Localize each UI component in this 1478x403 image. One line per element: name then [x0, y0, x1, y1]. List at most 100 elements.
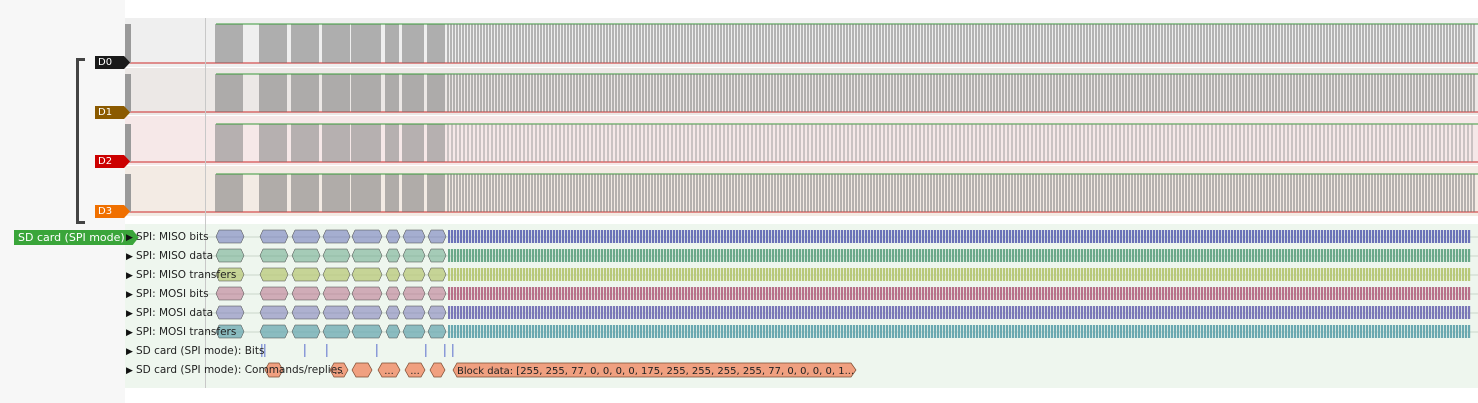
- decoder-annotation[interactable]: [508, 268, 511, 281]
- decoder-annotation[interactable]: [763, 268, 766, 281]
- decoder-annotation[interactable]: [793, 230, 796, 243]
- decoder-annotation[interactable]: [577, 306, 580, 319]
- decoder-annotation[interactable]: [1378, 249, 1381, 262]
- decoder-annotation[interactable]: [1129, 325, 1132, 338]
- decoder-annotation[interactable]: [991, 306, 994, 319]
- row-sd-bits[interactable]: ▶ SD card (SPI mode): Bits: [126, 344, 264, 358]
- decoder-annotation[interactable]: [1294, 249, 1297, 262]
- decoder-annotation[interactable]: [937, 287, 940, 300]
- decoder-annotation[interactable]: [1234, 325, 1237, 338]
- decoder-annotation[interactable]: [1282, 249, 1285, 262]
- decoder-annotation[interactable]: [847, 249, 850, 262]
- decoder-annotation[interactable]: [919, 325, 922, 338]
- decoder-annotation[interactable]: [889, 325, 892, 338]
- decoder-annotation[interactable]: [535, 230, 538, 243]
- decoder-annotation[interactable]: [784, 306, 787, 319]
- decoder-annotation[interactable]: [1030, 268, 1033, 281]
- decoder-annotation[interactable]: [1384, 249, 1387, 262]
- decoder-annotation[interactable]: [1354, 306, 1357, 319]
- decoder-annotation[interactable]: [751, 249, 754, 262]
- decoder-annotation[interactable]: [736, 230, 739, 243]
- decoder-annotation[interactable]: [351, 286, 383, 301]
- decoder-annotation[interactable]: [1432, 325, 1435, 338]
- decoder-annotation[interactable]: [544, 230, 547, 243]
- decoder-annotation[interactable]: [1216, 287, 1219, 300]
- decoder-annotation[interactable]: [1285, 268, 1288, 281]
- decoder-annotation[interactable]: [472, 306, 475, 319]
- decoder-annotation[interactable]: [1090, 268, 1093, 281]
- decoder-annotation[interactable]: [1426, 249, 1429, 262]
- decoder-annotation[interactable]: [457, 249, 460, 262]
- decoder-annotation[interactable]: [1114, 249, 1117, 262]
- decoder-annotation[interactable]: [1258, 287, 1261, 300]
- decoder-annotation[interactable]: [1258, 325, 1261, 338]
- decoder-annotation[interactable]: [1225, 230, 1228, 243]
- decoder-annotation[interactable]: [1393, 230, 1396, 243]
- decoder-annotation[interactable]: [862, 268, 865, 281]
- decoder-annotation[interactable]: [766, 325, 769, 338]
- decoder-annotation[interactable]: [907, 230, 910, 243]
- decoder-annotation[interactable]: [1441, 249, 1444, 262]
- decoder-annotation[interactable]: [1453, 325, 1456, 338]
- decoder-annotation[interactable]: [613, 249, 616, 262]
- decoder-annotation[interactable]: [1321, 230, 1324, 243]
- decoder-annotation[interactable]: [853, 287, 856, 300]
- decoder-annotation[interactable]: [1147, 287, 1150, 300]
- decoder-annotation[interactable]: [838, 230, 841, 243]
- decoder-annotation[interactable]: [322, 305, 351, 320]
- decoder-annotation[interactable]: [664, 268, 667, 281]
- decoder-annotation[interactable]: [997, 287, 1000, 300]
- decoder-annotation[interactable]: [1342, 230, 1345, 243]
- decoder-annotation[interactable]: [931, 230, 934, 243]
- decoder-annotation[interactable]: [679, 306, 682, 319]
- decoder-annotation[interactable]: [949, 249, 952, 262]
- decoder-annotation[interactable]: [1048, 287, 1051, 300]
- decoder-annotation[interactable]: [580, 306, 583, 319]
- decoder-annotation[interactable]: [655, 268, 658, 281]
- decoder-annotation[interactable]: [598, 306, 601, 319]
- decoder-annotation[interactable]: [1156, 249, 1159, 262]
- decoder-annotation[interactable]: [1231, 287, 1234, 300]
- decoder-annotation[interactable]: [1018, 268, 1021, 281]
- decoder-annotation[interactable]: [1255, 287, 1258, 300]
- decoder-annotation[interactable]: [1177, 287, 1180, 300]
- decoder-annotation[interactable]: [913, 230, 916, 243]
- decoder-annotation[interactable]: [928, 287, 931, 300]
- decoder-annotation[interactable]: [964, 287, 967, 300]
- decoder-annotation[interactable]: [1396, 287, 1399, 300]
- decoder-annotation[interactable]: [913, 268, 916, 281]
- decoder-annotation[interactable]: [1168, 230, 1171, 243]
- decoder-annotation[interactable]: [985, 306, 988, 319]
- decoder-annotation[interactable]: [1393, 306, 1396, 319]
- decoder-annotation[interactable]: [1036, 268, 1039, 281]
- decoder-annotation[interactable]: [1135, 287, 1138, 300]
- decoder-annotation[interactable]: [1327, 230, 1330, 243]
- decoder-annotation[interactable]: [487, 287, 490, 300]
- decoder-annotation[interactable]: [901, 287, 904, 300]
- decoder-annotation[interactable]: [649, 325, 652, 338]
- decoder-annotation[interactable]: [1099, 230, 1102, 243]
- decoder-annotation[interactable]: [610, 230, 613, 243]
- decoder-annotation[interactable]: [1327, 287, 1330, 300]
- decoder-annotation[interactable]: [1120, 287, 1123, 300]
- decoder-annotation[interactable]: [1054, 249, 1057, 262]
- decoder-annotation[interactable]: [1357, 306, 1360, 319]
- decoder-annotation[interactable]: [937, 325, 940, 338]
- decoder-annotation[interactable]: [1414, 287, 1417, 300]
- decoder-annotation[interactable]: [1465, 287, 1468, 300]
- decoder-annotation[interactable]: [775, 325, 778, 338]
- decoder-annotation[interactable]: [808, 230, 811, 243]
- decoder-annotation[interactable]: [1291, 230, 1294, 243]
- decoder-annotation[interactable]: [1450, 306, 1453, 319]
- decoder-annotation[interactable]: [1297, 249, 1300, 262]
- decoder-annotation[interactable]: [1387, 287, 1390, 300]
- decoder-annotation[interactable]: [634, 268, 637, 281]
- decoder-annotation[interactable]: [940, 306, 943, 319]
- decoder-annotation[interactable]: [1303, 230, 1306, 243]
- decoder-annotation[interactable]: [1021, 268, 1024, 281]
- decoder-annotation[interactable]: [1105, 287, 1108, 300]
- decoder-annotation[interactable]: [739, 325, 742, 338]
- decoder-annotation[interactable]: [1177, 306, 1180, 319]
- decoder-annotation[interactable]: [1351, 230, 1354, 243]
- decoder-annotation[interactable]: [1372, 249, 1375, 262]
